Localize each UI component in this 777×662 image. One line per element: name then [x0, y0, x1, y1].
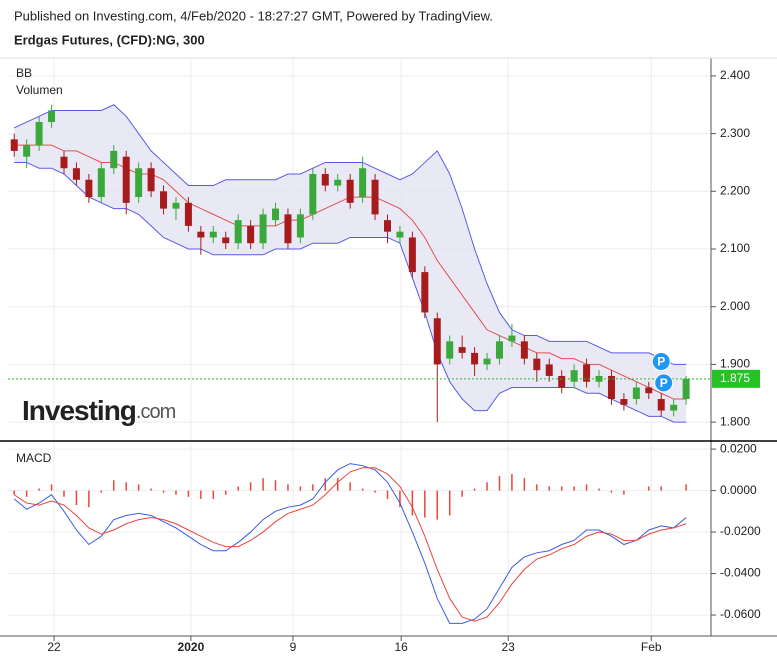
last-price-box [712, 369, 760, 388]
y-tick-label: 0.0000 [720, 483, 757, 497]
x-tick-label: Feb [641, 640, 662, 654]
logo: Investing.com [22, 395, 176, 426]
candle-body [520, 341, 528, 359]
candle-body [620, 399, 628, 405]
y-tick-label: -0.0200 [720, 524, 761, 538]
candle-body [234, 220, 242, 244]
indicator-label: MACD [16, 451, 52, 465]
x-tick-label: 16 [395, 640, 409, 654]
logo-suffix: .com [136, 401, 176, 423]
candle-body [570, 370, 578, 382]
candle-body [558, 375, 566, 388]
candle-body [334, 179, 342, 186]
instrument-title: Erdgas Futures, (CFD):NG, 300 [14, 32, 205, 47]
indicator-label: BB [16, 66, 32, 80]
candle-body [657, 399, 665, 411]
candle-body [122, 156, 130, 203]
y-tick-label: 1.900 [720, 357, 750, 371]
candle-body [135, 168, 143, 198]
candle-body [545, 364, 553, 376]
candle-body [10, 139, 18, 151]
candle-body [85, 179, 93, 198]
candle-body [272, 208, 280, 221]
band-upper [14, 104, 687, 365]
candle-body [632, 387, 640, 400]
candle-body [35, 122, 43, 146]
candle-body [371, 179, 379, 215]
candle-body [670, 404, 678, 411]
candle-body [458, 347, 466, 353]
candle-body [346, 179, 354, 203]
candle-body [209, 231, 217, 238]
candle-body [147, 168, 155, 192]
macd-line [13, 467, 687, 622]
candle-body [483, 358, 491, 365]
candle-body [172, 202, 180, 209]
y-tick-label: 2.000 [720, 299, 750, 313]
y-tick-label: 0.0200 [720, 441, 757, 455]
event-marker-label: P [660, 376, 668, 390]
candle-body [296, 214, 304, 238]
x-tick-label: 9 [290, 640, 297, 654]
y-tick-label: -0.0400 [720, 566, 761, 580]
logo-brand: Investing [22, 395, 136, 426]
candle-body [247, 225, 255, 244]
candle-body [508, 335, 516, 342]
candle-body [383, 220, 391, 232]
y-tick-label: 2.200 [720, 183, 750, 197]
x-tick-label: 22 [47, 640, 61, 654]
candle-body [184, 202, 192, 226]
candle-body [160, 191, 168, 209]
candle-body [48, 110, 56, 123]
candle-body [583, 364, 591, 382]
candle-body [309, 173, 317, 215]
macd-line [13, 463, 687, 624]
plot-layer: 2.400 2.300 2.200 2.100 2.000 1.900 1.800 0.020… [0, 57, 777, 654]
x-tick-label: 23 [502, 640, 516, 654]
last-price-label: 1.875 [720, 371, 750, 385]
y-tick-label: 2.400 [720, 68, 750, 82]
candle-body [259, 214, 267, 244]
candle-body [682, 378, 690, 400]
candle-body [110, 150, 118, 169]
candle-body [607, 375, 615, 400]
candle-body [533, 358, 541, 371]
band-area [14, 104, 687, 423]
candle-body [645, 387, 653, 394]
y-tick-label: 2.100 [720, 241, 750, 255]
candle-body [97, 168, 105, 198]
y-tick-label: 1.800 [720, 414, 750, 428]
candle-body [446, 341, 454, 359]
candle-body [471, 352, 479, 365]
candle-body [23, 145, 31, 157]
candle-body [60, 156, 68, 169]
x-tick-label: 2020 [178, 640, 205, 654]
published-note: Published on Investing.com, 4/Feb/2020 -… [14, 8, 493, 23]
candle-body [595, 375, 603, 382]
candle-body [72, 168, 80, 180]
candle-body [222, 237, 230, 244]
candle-body [396, 231, 404, 238]
candle-body [284, 214, 292, 244]
candle-body [408, 237, 416, 273]
candle-body [359, 168, 367, 198]
y-tick-label: -0.0600 [720, 607, 761, 621]
candle-body [321, 173, 329, 186]
candle-body [421, 272, 429, 313]
candle-body [433, 318, 441, 365]
event-marker [651, 352, 671, 372]
indicator-label: Volumen [16, 83, 63, 97]
y-tick-label: 2.300 [720, 126, 750, 140]
event-marker-label: P [657, 355, 665, 369]
event-marker [654, 373, 674, 393]
candle-body [197, 231, 205, 238]
candle-body [495, 341, 503, 359]
